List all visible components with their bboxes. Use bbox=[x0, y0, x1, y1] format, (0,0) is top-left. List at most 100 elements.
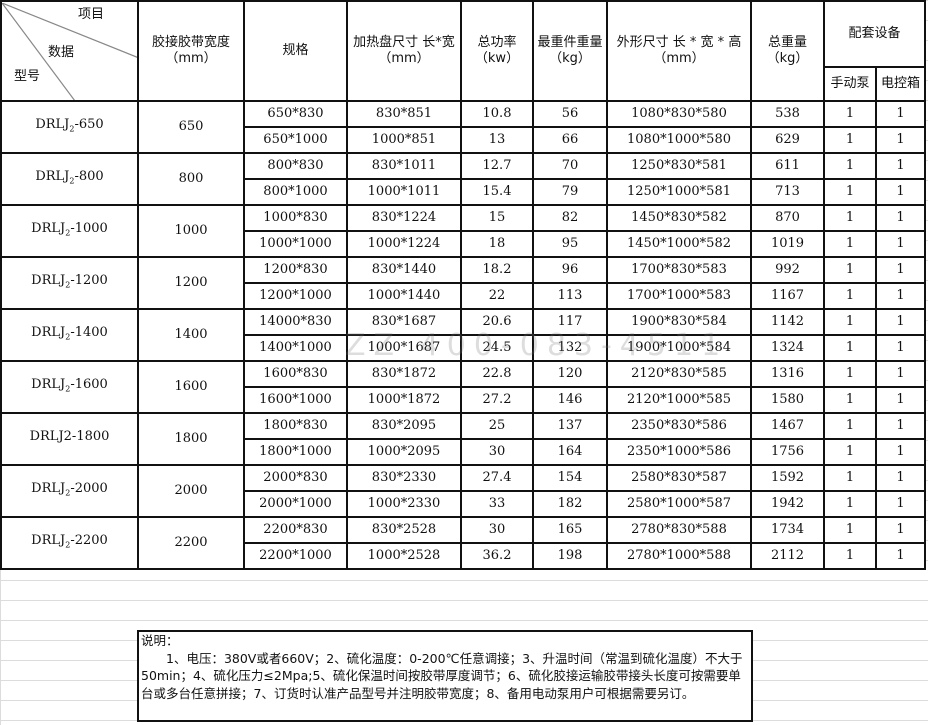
header-pump: 手动泵 bbox=[823, 66, 877, 102]
total-weight-cell: 611 bbox=[750, 152, 825, 180]
power-cell: 22 bbox=[460, 282, 534, 310]
header-dims: 外形尺寸 长 * 宽 * 高 （mm） bbox=[606, 0, 752, 102]
table-row: DRLJ2-1400 1400 14000*830 830*1687 20.6 117 19… bbox=[0, 308, 926, 362]
plate-size-cell: 830*2528 bbox=[346, 516, 462, 544]
total-weight-cell: 870 bbox=[750, 204, 825, 232]
plate-size-cell: 1000*2330 bbox=[346, 490, 462, 518]
notes-box: 说明： 1、电压：380V或者660V；2、硫化温度：0-200℃任意调接；3、… bbox=[137, 630, 753, 722]
spec-cell: 1600*830 bbox=[243, 360, 348, 388]
table-row: 1800*1000 1000*2095 30 164 2350*1000*586 1756… bbox=[1, 438, 926, 466]
model-prefix: DRLJ bbox=[35, 116, 70, 132]
corner-model-label: 型号 bbox=[14, 69, 41, 84]
model-cell: DRLJ2-2000 bbox=[0, 464, 139, 518]
box-count-cell: 1 bbox=[875, 360, 926, 388]
width-cell: 1800 bbox=[137, 412, 245, 466]
model-prefix: DRLJ bbox=[35, 168, 70, 184]
box-count-cell: 1 bbox=[875, 542, 926, 570]
diagonal-lines bbox=[3, 3, 136, 99]
outer-dims-cell: 2780*1000*588 bbox=[606, 542, 752, 570]
spec-cell: 2200*1000 bbox=[243, 542, 348, 570]
heaviest-weight-cell: 56 bbox=[532, 100, 608, 128]
outer-dims-cell: 2120*1000*585 bbox=[606, 386, 752, 414]
power-cell: 22.8 bbox=[460, 360, 534, 388]
table-row: DRLJ2-2000 2000 2000*830 830*2330 27.4 154 258… bbox=[0, 464, 926, 518]
model-prefix: DRLJ bbox=[31, 220, 66, 236]
spec-cell: 1400*1000 bbox=[243, 334, 348, 362]
pump-count-cell: 1 bbox=[823, 230, 877, 258]
table-row: 1400*1000 1000*1687 24.5 132 1900*1000*584 13… bbox=[1, 334, 926, 362]
table-row: 1000*1000 1000*1224 18 95 1450*1000*582 1019 1… bbox=[1, 230, 926, 258]
model-prefix: DRLJ bbox=[31, 480, 66, 496]
box-count-cell: 1 bbox=[875, 256, 926, 284]
model-prefix: DRLJ bbox=[31, 376, 66, 392]
corner-data-label: 数据 bbox=[48, 45, 75, 60]
table-row: DRLJ2-1600 1600 1600*830 830*1872 22.8 120 212… bbox=[0, 360, 926, 414]
table-row: 800*1000 1000*1011 15.4 79 1250*1000*581 713 1… bbox=[1, 178, 926, 206]
model-cell: DRLJ2-650 bbox=[0, 100, 139, 154]
plate-size-cell: 830*1224 bbox=[346, 204, 462, 232]
pump-count-cell: 1 bbox=[823, 308, 877, 336]
plate-size-cell: 830*2330 bbox=[346, 464, 462, 492]
model-suffix: -2200 bbox=[70, 532, 108, 548]
header-spec: 规格 bbox=[243, 0, 348, 102]
spec-cell: 14000*830 bbox=[243, 308, 348, 336]
table-row: DRLJ2-800 800 800*830 830*1011 12.7 70 1250*83… bbox=[0, 152, 926, 206]
model-cell: DRLJ2-1000 bbox=[0, 204, 139, 258]
table-row: DRLJ2-650 650 650*830 830*851 10.8 56 1080*830… bbox=[0, 100, 926, 154]
total-weight-cell: 1019 bbox=[750, 230, 825, 258]
model-cell: DRLJ2-800 bbox=[0, 152, 139, 206]
spec-cell: 800*1000 bbox=[243, 178, 348, 206]
pump-count-cell: 1 bbox=[823, 178, 877, 206]
header-box: 电控箱 bbox=[875, 66, 926, 102]
model-suffix: -1200 bbox=[70, 272, 108, 288]
model-cell: DRLJ2-1800 bbox=[0, 412, 139, 466]
model-prefix: DRLJ2-1800 bbox=[29, 428, 110, 444]
pump-count-cell: 1 bbox=[823, 516, 877, 544]
box-count-cell: 1 bbox=[875, 178, 926, 206]
spec-cell: 1000*830 bbox=[243, 204, 348, 232]
box-count-cell: 1 bbox=[875, 438, 926, 466]
model-cell: DRLJ2-1200 bbox=[0, 256, 139, 310]
power-cell: 30 bbox=[460, 516, 534, 544]
table-row: 2000*1000 1000*2330 33 182 2580*1000*587 1942… bbox=[1, 490, 926, 518]
power-cell: 18.2 bbox=[460, 256, 534, 284]
spec-cell: 1800*1000 bbox=[243, 438, 348, 466]
total-weight-cell: 629 bbox=[750, 126, 825, 154]
heaviest-weight-cell: 96 bbox=[532, 256, 608, 284]
pump-count-cell: 1 bbox=[823, 126, 877, 154]
plate-size-cell: 1000*1872 bbox=[346, 386, 462, 414]
width-cell: 1600 bbox=[137, 360, 245, 414]
power-cell: 12.7 bbox=[460, 152, 534, 180]
plate-size-cell: 1000*851 bbox=[346, 126, 462, 154]
pump-count-cell: 1 bbox=[823, 334, 877, 362]
spec-cell: 800*830 bbox=[243, 152, 348, 180]
total-weight-cell: 1580 bbox=[750, 386, 825, 414]
spec-cell: 1800*830 bbox=[243, 412, 348, 440]
spec-cell: 1200*1000 bbox=[243, 282, 348, 310]
width-cell: 800 bbox=[137, 152, 245, 206]
total-weight-cell: 1467 bbox=[750, 412, 825, 440]
model-cell: DRLJ2-2200 bbox=[0, 516, 139, 570]
power-cell: 27.4 bbox=[460, 464, 534, 492]
power-cell: 25 bbox=[460, 412, 534, 440]
pump-count-cell: 1 bbox=[823, 204, 877, 232]
spec-cell: 2000*1000 bbox=[243, 490, 348, 518]
heaviest-weight-cell: 165 bbox=[532, 516, 608, 544]
total-weight-cell: 1142 bbox=[750, 308, 825, 336]
table-row: DRLJ2-2200 2200 2200*830 830*2528 30 165 2780*… bbox=[0, 516, 926, 570]
corner-item-label: 项目 bbox=[78, 7, 105, 22]
power-cell: 20.6 bbox=[460, 308, 534, 336]
model-cell: DRLJ2-1400 bbox=[0, 308, 139, 362]
box-count-cell: 1 bbox=[875, 126, 926, 154]
outer-dims-cell: 1450*1000*582 bbox=[606, 230, 752, 258]
pump-count-cell: 1 bbox=[823, 438, 877, 466]
plate-size-cell: 830*851 bbox=[346, 100, 462, 128]
width-cell: 2000 bbox=[137, 464, 245, 518]
model-subscript: 2 bbox=[69, 124, 75, 134]
outer-dims-cell: 1700*830*583 bbox=[606, 256, 752, 284]
width-cell: 1200 bbox=[137, 256, 245, 310]
power-cell: 24.5 bbox=[460, 334, 534, 362]
plate-size-cell: 1000*2095 bbox=[346, 438, 462, 466]
header-heaviest: 最重件重量（kg） bbox=[532, 0, 608, 102]
box-count-cell: 1 bbox=[875, 282, 926, 310]
